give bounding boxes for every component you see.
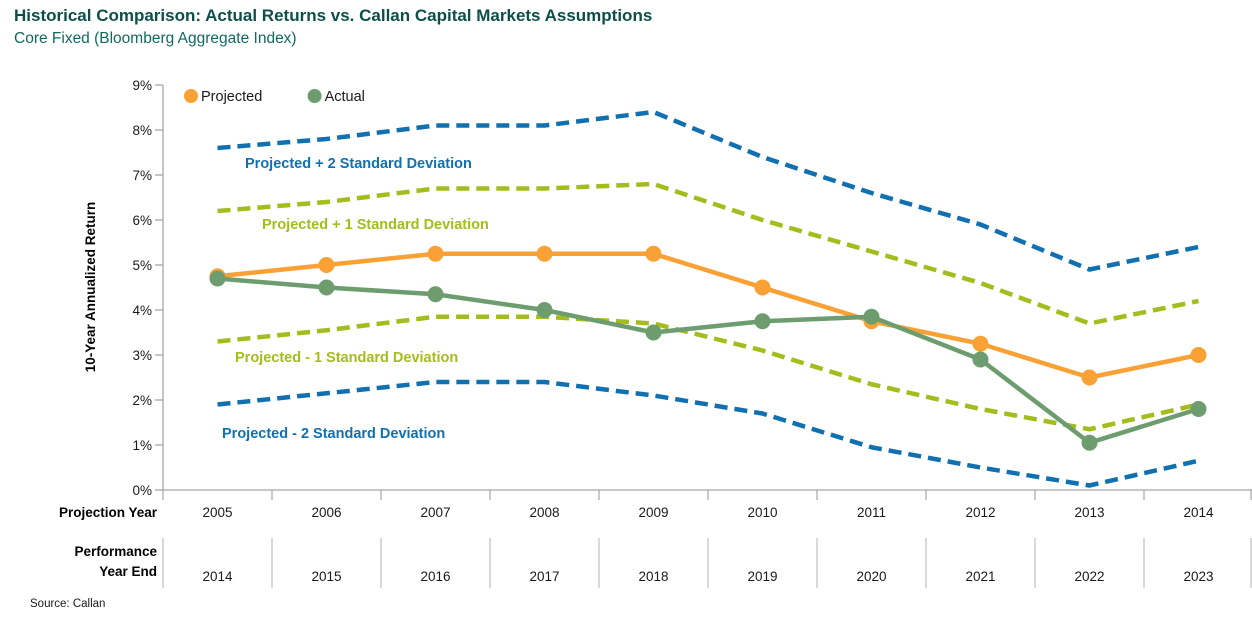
series-line-projected-1-standard-deviation — [217, 314, 1199, 432]
performance-year-label: 2016 — [420, 569, 450, 584]
data-point-actual-2011 — [863, 308, 880, 325]
annotation-label: Projected - 1 Standard Deviation — [235, 350, 458, 366]
projection-year-row-header: Projection Year — [59, 505, 158, 520]
performance-year-label: 2014 — [202, 569, 233, 584]
data-point-actual-2010 — [754, 313, 771, 330]
page-title: Historical Comparison: Actual Returns vs… — [14, 6, 653, 25]
data-point-actual-2008 — [536, 302, 553, 318]
series-line-projected-2-standard-deviation — [217, 109, 1199, 272]
data-point-projected-2012 — [972, 335, 989, 352]
performance-year-label: 2017 — [529, 569, 559, 584]
performance-row-header-line1: Performance — [74, 544, 157, 559]
data-point-actual-2007 — [427, 286, 444, 303]
projection-year-label: 2007 — [420, 505, 450, 520]
legend: Projected Actual — [184, 89, 365, 105]
series-layer — [209, 109, 1207, 488]
legend-swatch-projected — [184, 89, 198, 103]
projection-year-label: 2014 — [1183, 505, 1214, 520]
projection-year-label: 2005 — [202, 505, 232, 520]
legend-label-actual: Actual — [325, 89, 365, 105]
y-tick-label: 9% — [132, 78, 152, 93]
y-tick-label: 3% — [132, 348, 152, 363]
annotations-layer: Projected + 2 Standard Deviation Projecte… — [222, 156, 489, 442]
annotation-label: Projected + 1 Standard Deviation — [262, 217, 489, 233]
projection-year-label: 2011 — [857, 505, 886, 520]
series-line-projected — [217, 251, 1199, 380]
projection-year-label: 2012 — [965, 505, 995, 520]
source-note: Source: Callan — [30, 598, 105, 610]
data-point-projected-2007 — [427, 245, 444, 262]
y-tick-label: 2% — [132, 393, 152, 408]
projection-year-label: 2010 — [747, 505, 777, 520]
series-line-projected-2-standard-deviation — [217, 379, 1199, 488]
y-tick-label: 8% — [132, 123, 152, 138]
data-point-actual-2013 — [1081, 434, 1098, 451]
series-line-actual — [217, 276, 1200, 445]
performance-year-label: 2019 — [747, 569, 777, 584]
y-tick-label: 6% — [132, 213, 152, 228]
y-axis-title: 10-Year Annualized Return — [83, 202, 98, 373]
data-point-projected-2008 — [536, 245, 553, 262]
data-point-projected-2006 — [318, 257, 335, 273]
projection-year-label: 2013 — [1074, 505, 1104, 520]
projection-year-label: 2006 — [311, 505, 341, 520]
page-subtitle: Core Fixed (Bloomberg Aggregate Index) — [14, 30, 297, 47]
performance-year-label: 2021 — [965, 569, 995, 584]
performance-year-label: 2015 — [311, 569, 341, 584]
legend-label-projected: Projected — [201, 89, 262, 105]
data-point-projected-2009 — [645, 245, 662, 262]
y-tick-label: 1% — [132, 438, 152, 453]
data-point-actual-2006 — [318, 279, 335, 296]
performance-year-label: 2020 — [856, 569, 886, 584]
annotation-label: Projected + 2 Standard Deviation — [245, 156, 472, 172]
y-tick-label: 7% — [132, 168, 152, 183]
data-point-projected-2013 — [1081, 369, 1098, 386]
data-point-actual-2012 — [972, 351, 989, 368]
data-point-actual-2014 — [1190, 401, 1207, 417]
performance-row-header-line2: Year End — [99, 564, 157, 579]
projection-year-label: 2009 — [638, 505, 668, 520]
data-point-projected-2010 — [754, 279, 771, 296]
x-axis-labels-layer: 2005 2006 2007 2008 2009 2010 2011 2012 2013 2014… — [202, 505, 1214, 584]
annotation-label: Projected - 2 Standard Deviation — [222, 426, 445, 442]
legend-swatch-actual — [307, 89, 322, 103]
performance-year-label: 2022 — [1074, 569, 1104, 584]
y-tick-label: 0% — [132, 483, 152, 498]
data-point-actual-2005 — [209, 270, 226, 287]
series-line-projected-1-standard-deviation — [217, 181, 1199, 326]
projection-year-label: 2008 — [529, 505, 559, 520]
performance-year-label: 2018 — [638, 569, 668, 584]
y-tick-label: 5% — [132, 258, 152, 273]
data-point-actual-2009 — [645, 324, 662, 341]
performance-year-label: 2023 — [1183, 569, 1213, 584]
y-tick-label: 4% — [132, 303, 152, 318]
axes-layer: 0% 1% 2% 3% 4% 5% 6% 7% 8% 9% — [132, 78, 1252, 588]
data-point-projected-2014 — [1190, 347, 1207, 363]
